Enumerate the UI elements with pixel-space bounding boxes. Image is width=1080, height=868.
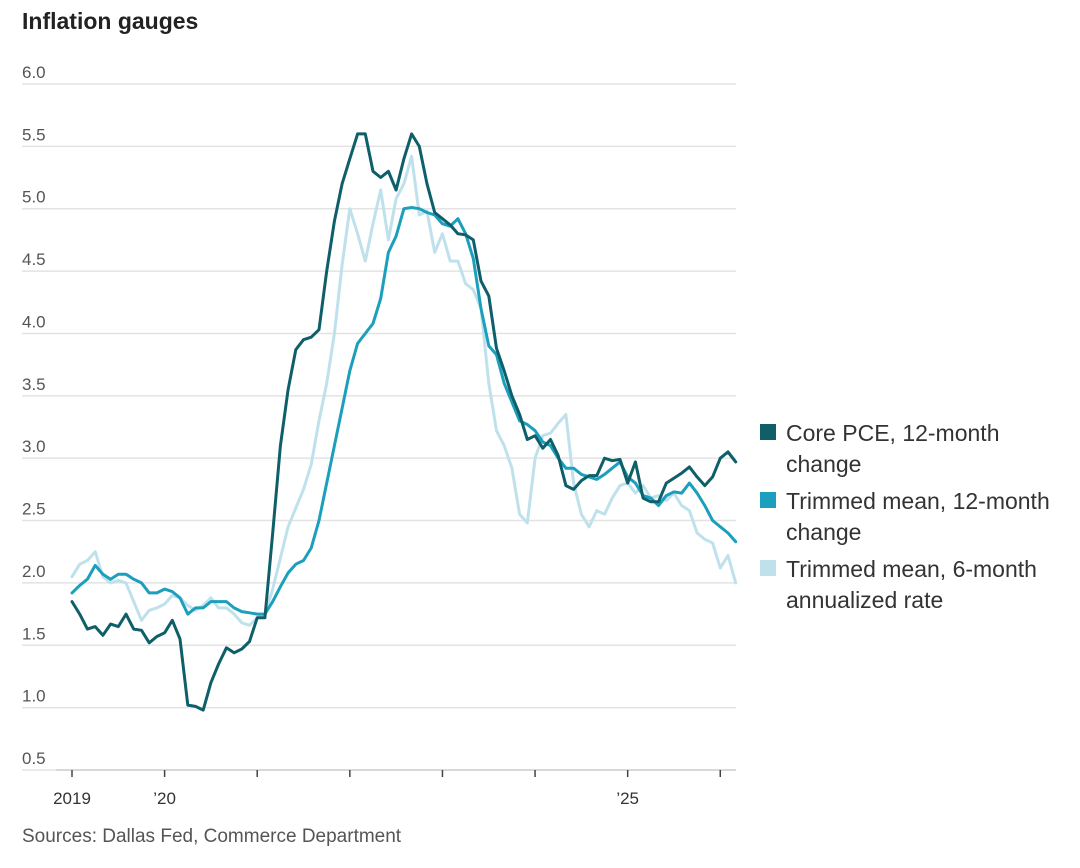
y-tick-label: 1.0 — [22, 687, 46, 706]
y-tick-label: 2.0 — [22, 562, 46, 581]
y-tick-label: 3.5 — [22, 375, 46, 394]
legend-label-trimmed-12: Trimmed mean, 12-month change — [786, 488, 1050, 545]
source-note: Sources: Dallas Fed, Commerce Department — [22, 826, 402, 847]
legend: Core PCE, 12-month change Trimmed mean, … — [760, 418, 1070, 622]
series-layer — [70, 132, 738, 712]
grid-layer — [22, 83, 736, 771]
legend-label-trimmed-6: Trimmed mean, 6-month annualized rate — [786, 556, 1037, 613]
y-axis: 6.0 5.5 5.0 4.5 4.0 3.5 3.0 2.5 2.0 1.5 1.0 0.5 — [22, 63, 46, 768]
y-tick-label: 4.5 — [22, 250, 46, 269]
chart-title: Inflation gauges — [22, 8, 199, 34]
y-tick-label: 5.5 — [22, 125, 46, 144]
y-tick-label: 6.0 — [22, 63, 46, 82]
x-tick-label: ’25 — [616, 789, 639, 808]
series-line-core-pce — [70, 132, 738, 712]
legend-swatch-core-pce — [760, 424, 776, 440]
y-tick-label: 2.5 — [22, 500, 46, 519]
y-tick-label: 5.0 — [22, 188, 46, 207]
legend-swatch-trimmed-12 — [760, 492, 776, 508]
legend-item-trimmed-12: Trimmed mean, 12-month change — [760, 486, 1070, 548]
y-tick-label: 1.5 — [22, 624, 46, 643]
legend-item-core-pce: Core PCE, 12-month change — [760, 418, 1070, 480]
legend-swatch-trimmed-6 — [760, 560, 776, 576]
y-tick-label: 3.0 — [22, 437, 46, 456]
x-tick-label: ’20 — [153, 789, 176, 808]
y-tick-label: 4.0 — [22, 312, 46, 331]
x-axis: 2019 ’20 ’25 — [53, 769, 736, 808]
x-tick-label: 2019 — [53, 789, 91, 808]
y-tick-label: 0.5 — [22, 749, 46, 768]
series-line-trimmed-12 — [70, 206, 738, 616]
chart-plot: 6.0 5.5 5.0 4.5 4.0 3.5 3.0 2.5 2.0 1.5 1.0 0.5 201… — [22, 63, 738, 808]
series-line-trimmed-6 — [70, 154, 738, 627]
legend-label-core-pce: Core PCE, 12-month change — [786, 420, 1000, 477]
legend-item-trimmed-6: Trimmed mean, 6-month annualized rate — [760, 554, 1070, 616]
